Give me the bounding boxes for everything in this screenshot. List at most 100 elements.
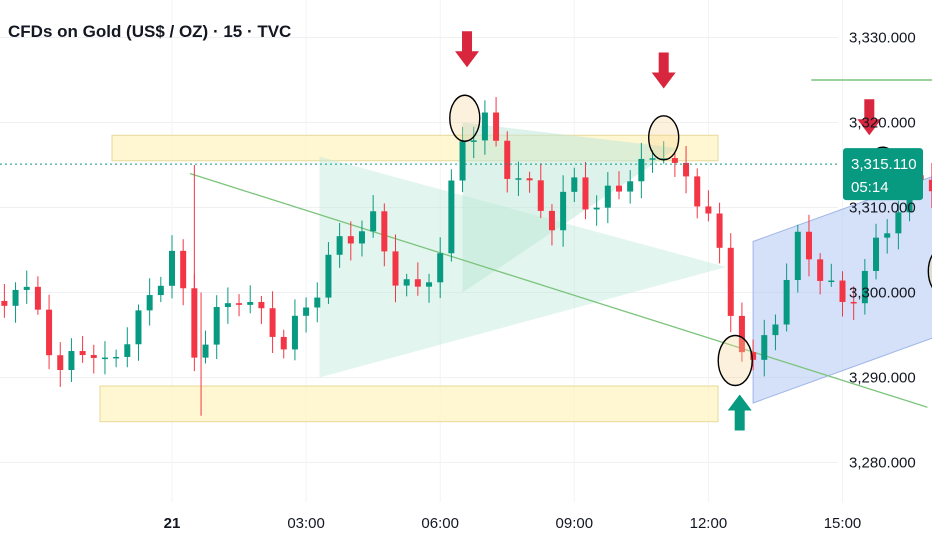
candle-body xyxy=(459,141,466,181)
candle-body xyxy=(448,180,455,254)
down-arrow-icon xyxy=(857,99,882,136)
candle-body xyxy=(526,178,533,181)
candle-body xyxy=(247,302,254,305)
price-tag-countdown: 05:14 xyxy=(851,179,889,196)
candle-body xyxy=(750,352,757,360)
candle-body xyxy=(124,344,131,357)
candle-body xyxy=(571,177,578,192)
candle-body xyxy=(169,250,175,286)
candle-body xyxy=(1,300,8,306)
candle-body xyxy=(101,357,108,360)
triangles-layer xyxy=(319,122,727,378)
candle-body xyxy=(805,231,812,260)
current-price-tag: 3,315.110 05:14 xyxy=(0,148,923,201)
time-tick-label: 15:00 xyxy=(824,515,862,532)
candle-body xyxy=(861,270,868,304)
candle-body xyxy=(794,231,801,280)
triangle-shape-2 xyxy=(319,156,727,378)
candle-body xyxy=(537,180,544,211)
candle-body xyxy=(772,324,779,336)
price-tick-label: 3,330.000 xyxy=(849,30,916,47)
candle-body xyxy=(649,158,656,160)
candle-body xyxy=(694,176,701,207)
candle-body xyxy=(515,178,522,180)
candle-body xyxy=(884,233,891,238)
candle-body xyxy=(683,162,690,177)
candle-body xyxy=(146,295,153,311)
candle-body xyxy=(548,210,555,231)
candle-body xyxy=(738,315,745,353)
candle-body xyxy=(616,185,622,192)
candle-body xyxy=(347,236,354,244)
candle-body xyxy=(68,351,75,370)
candle-body xyxy=(224,303,231,308)
price-tick-label: 3,290.000 xyxy=(849,370,916,387)
price-tick-label: 3,280.000 xyxy=(849,455,916,472)
candle-body xyxy=(280,336,287,350)
triangle-shape-1 xyxy=(462,122,678,293)
candle-body xyxy=(157,285,164,296)
candle-body xyxy=(817,259,824,281)
up-arrow-icon xyxy=(727,394,752,431)
candle-body xyxy=(336,236,343,255)
candle-body xyxy=(12,289,19,306)
candle-body xyxy=(895,212,902,234)
candle-body xyxy=(403,279,410,286)
time-tick-label: 06:00 xyxy=(421,515,459,532)
candle-body xyxy=(325,254,332,298)
candle-body xyxy=(202,344,209,358)
candle-body xyxy=(57,355,64,370)
time-tick-label: 03:00 xyxy=(287,515,325,532)
candle-body xyxy=(79,351,86,356)
candle-body xyxy=(727,247,734,316)
price-tick-label: 3,320.000 xyxy=(849,115,916,132)
candle-body xyxy=(504,140,511,179)
highlight-circle xyxy=(648,115,680,161)
candle-body xyxy=(660,158,667,160)
candle-body xyxy=(414,279,421,287)
candle-body xyxy=(716,213,723,248)
candle-body xyxy=(828,280,835,283)
candle-body xyxy=(135,310,142,345)
candle-body xyxy=(783,279,790,325)
candle-body xyxy=(90,355,97,358)
candle-body xyxy=(303,307,310,316)
candle-body xyxy=(493,112,500,141)
candle-body xyxy=(671,158,678,163)
candle-body xyxy=(180,250,187,289)
highlight-circle xyxy=(927,254,932,289)
candle-body xyxy=(593,207,600,210)
candle-body xyxy=(46,309,53,356)
candle-body xyxy=(839,280,846,302)
price-tick-label: 3,300.000 xyxy=(849,285,916,302)
candle-body xyxy=(604,185,611,208)
candle-body xyxy=(638,158,645,182)
candle-body xyxy=(392,251,399,286)
price-axis[interactable]: 3,280.000 3,290.000 3,300.000 3,310.000 3,32… xyxy=(849,30,916,472)
candle-body xyxy=(213,307,220,345)
down-arrow-icon xyxy=(651,52,676,89)
candle-body xyxy=(761,335,768,360)
signal-arrows xyxy=(455,31,882,431)
price-tick-label: 3,310.000 xyxy=(849,200,916,217)
highlight-circle xyxy=(449,94,481,142)
candle-body xyxy=(23,286,30,290)
candle-body xyxy=(426,282,433,287)
candles-layer xyxy=(1,97,932,416)
target-level: 3325 xyxy=(811,79,932,81)
candle-body xyxy=(291,315,298,350)
candle-body xyxy=(705,206,712,214)
candle-body xyxy=(928,179,932,192)
time-axis[interactable]: 18:002103:0006:0009:0012:0015:0018:00220… xyxy=(0,515,932,532)
time-tick-label: 12:00 xyxy=(690,515,728,532)
candle-body xyxy=(258,302,265,309)
candle-body xyxy=(481,112,488,141)
candle-body xyxy=(627,181,634,192)
price-tag-box xyxy=(843,148,923,201)
candle-body xyxy=(582,177,589,210)
time-tick-label: 09:00 xyxy=(556,515,594,532)
candle-body xyxy=(370,211,377,232)
chart-title: CFDs on Gold (US$ / OZ) · 15 · TVC xyxy=(8,22,292,41)
